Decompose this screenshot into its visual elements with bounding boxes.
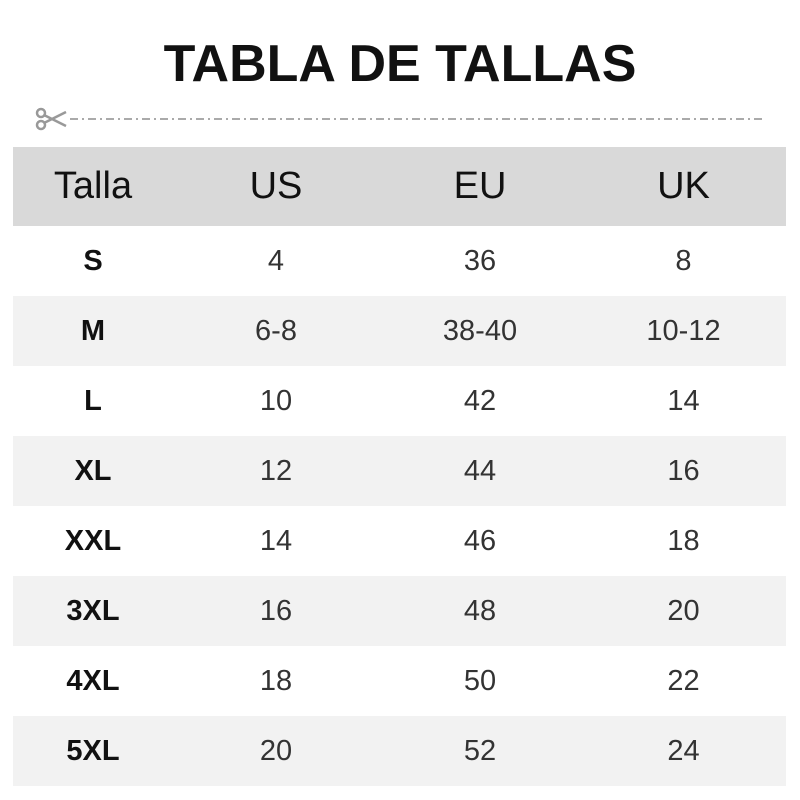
size-label: L: [84, 384, 102, 417]
size-cell: 46: [463, 524, 497, 557]
size-label: S: [83, 244, 103, 277]
size-cell: 14: [667, 384, 700, 417]
header-cell: US: [249, 165, 303, 207]
header-cell: UK: [657, 165, 710, 207]
table-row: 5XL 20 52 24: [13, 716, 786, 786]
size-cell: 20: [667, 594, 700, 627]
size-table: Talla US EU UK S 4 36 8 M 6-8 38-40 10-12 L 10 42 1…: [13, 147, 786, 786]
size-cell: 52: [463, 734, 497, 767]
table-row: XL 12 44 16: [13, 436, 786, 506]
size-cell: 36: [463, 244, 497, 277]
table-row: L 10 42 14: [13, 366, 786, 436]
size-label: 5XL: [66, 734, 120, 767]
size-cell: 20: [259, 734, 293, 767]
size-cell: 42: [463, 384, 497, 417]
table-row: 3XL 16 48 20: [13, 576, 786, 646]
size-cell: 48: [463, 594, 497, 627]
size-cell: 8: [675, 244, 692, 277]
size-label: XL: [74, 454, 112, 487]
scissors-icon: [35, 107, 67, 131]
table-row: M 6-8 38-40 10-12: [13, 296, 786, 366]
size-label: 3XL: [66, 594, 120, 627]
size-cell: 16: [259, 594, 293, 627]
header-cell: EU: [453, 165, 507, 207]
size-label: XXL: [64, 524, 122, 557]
size-label: M: [80, 314, 106, 347]
size-cell: 6-8: [255, 314, 297, 347]
size-cell: 22: [667, 664, 700, 697]
size-cell: 12: [259, 454, 293, 487]
cut-line: [35, 107, 766, 131]
size-cell: 4: [267, 244, 285, 277]
size-cell: 38-40: [442, 314, 518, 347]
size-cell: 24: [667, 734, 700, 767]
table-header: Talla US EU UK: [13, 147, 786, 226]
size-label: 4XL: [66, 664, 120, 697]
size-cell: 44: [463, 454, 497, 487]
size-cell: 14: [259, 524, 293, 557]
size-cell: 50: [463, 664, 497, 697]
size-cell: 10-12: [646, 314, 721, 347]
size-cell: 18: [259, 664, 293, 697]
size-cell: 10: [259, 384, 293, 417]
table-row: 4XL 18 50 22: [13, 646, 786, 716]
size-cell: 18: [667, 524, 700, 557]
table-row: XXL 14 46 18: [13, 506, 786, 576]
header-cell: Talla: [53, 165, 133, 207]
size-cell: 16: [667, 454, 700, 487]
page-title: TABLA DE TALLAS: [163, 35, 637, 93]
table-row: S 4 36 8: [13, 226, 786, 296]
